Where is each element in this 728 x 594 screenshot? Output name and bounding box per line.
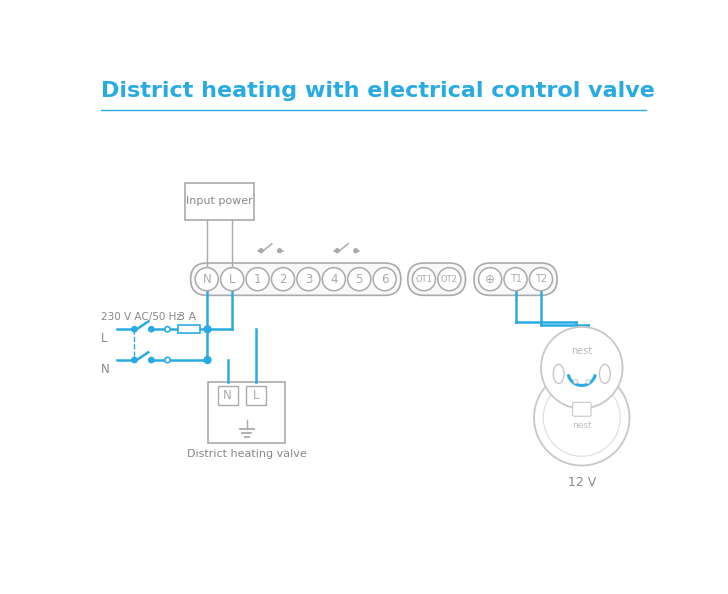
Text: N: N (202, 273, 211, 286)
Circle shape (165, 358, 170, 363)
Text: District heating with electrical control valve: District heating with electrical control… (100, 81, 654, 100)
Text: 2: 2 (280, 273, 287, 286)
FancyBboxPatch shape (191, 263, 401, 295)
Text: 3: 3 (305, 273, 312, 286)
Circle shape (165, 327, 170, 332)
Text: OT1: OT1 (416, 274, 432, 284)
FancyBboxPatch shape (572, 402, 591, 416)
Circle shape (297, 268, 320, 290)
Text: L: L (253, 389, 259, 402)
Circle shape (204, 326, 211, 333)
Circle shape (348, 268, 371, 290)
Text: 5: 5 (355, 273, 363, 286)
FancyBboxPatch shape (178, 326, 200, 333)
Circle shape (149, 327, 154, 332)
Circle shape (204, 356, 211, 364)
Circle shape (543, 380, 620, 456)
Text: T2: T2 (535, 274, 547, 284)
Text: 1: 1 (254, 273, 261, 286)
Text: 230 V AC/50 Hz: 230 V AC/50 Hz (100, 312, 181, 323)
Circle shape (132, 327, 137, 332)
Ellipse shape (553, 364, 564, 384)
Text: nest: nest (571, 346, 593, 356)
FancyBboxPatch shape (218, 386, 237, 405)
Text: nest: nest (572, 421, 592, 430)
Circle shape (529, 268, 553, 290)
Circle shape (504, 268, 527, 290)
Text: 3 A: 3 A (178, 311, 196, 321)
Circle shape (246, 268, 269, 290)
FancyBboxPatch shape (246, 386, 266, 405)
Circle shape (574, 380, 577, 384)
Text: T1: T1 (510, 274, 521, 284)
Text: 4: 4 (330, 273, 338, 286)
Text: District heating valve: District heating valve (187, 449, 306, 459)
Circle shape (541, 327, 622, 409)
Circle shape (259, 249, 263, 252)
FancyBboxPatch shape (408, 263, 465, 295)
Text: 12 V: 12 V (568, 476, 596, 489)
FancyBboxPatch shape (474, 263, 557, 295)
FancyBboxPatch shape (208, 381, 285, 443)
Text: N: N (223, 389, 232, 402)
Circle shape (323, 268, 345, 290)
FancyBboxPatch shape (185, 183, 254, 220)
Circle shape (272, 268, 295, 290)
Circle shape (373, 268, 396, 290)
Text: L: L (100, 332, 107, 345)
Circle shape (132, 358, 137, 363)
Text: N: N (100, 363, 109, 376)
Circle shape (586, 380, 590, 384)
Ellipse shape (599, 364, 610, 384)
Circle shape (438, 268, 461, 290)
Circle shape (336, 249, 339, 252)
Circle shape (221, 268, 244, 290)
Circle shape (149, 358, 154, 363)
Text: Input power: Input power (186, 197, 253, 206)
Text: ⊕: ⊕ (485, 273, 495, 286)
Text: L: L (229, 273, 235, 286)
Circle shape (277, 249, 282, 252)
Text: OT2: OT2 (441, 274, 458, 284)
Text: 6: 6 (381, 273, 389, 286)
Circle shape (412, 268, 435, 290)
Circle shape (195, 268, 218, 290)
Circle shape (354, 249, 357, 252)
Circle shape (478, 268, 502, 290)
Circle shape (534, 370, 630, 466)
